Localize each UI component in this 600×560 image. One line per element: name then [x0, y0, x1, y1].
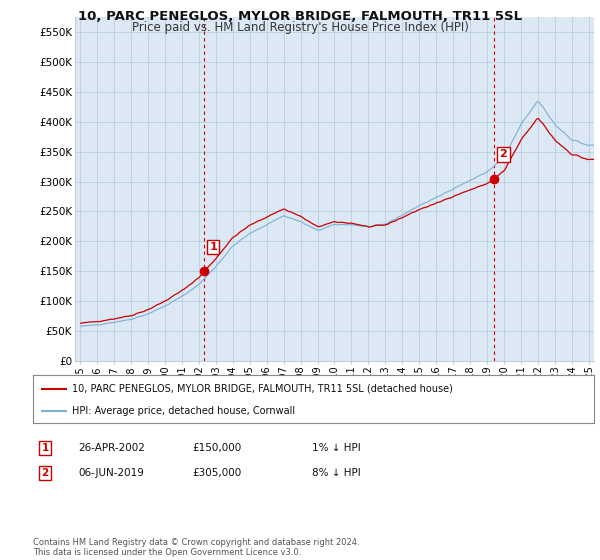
Text: 10, PARC PENEGLOS, MYLOR BRIDGE, FALMOUTH, TR11 5SL (detached house): 10, PARC PENEGLOS, MYLOR BRIDGE, FALMOUT… [72, 384, 453, 394]
Text: 1% ↓ HPI: 1% ↓ HPI [312, 443, 361, 453]
Text: 26-APR-2002: 26-APR-2002 [78, 443, 145, 453]
Text: 10, PARC PENEGLOS, MYLOR BRIDGE, FALMOUTH, TR11 5SL: 10, PARC PENEGLOS, MYLOR BRIDGE, FALMOUT… [78, 10, 522, 23]
Text: HPI: Average price, detached house, Cornwall: HPI: Average price, detached house, Corn… [72, 406, 295, 416]
Text: 1: 1 [209, 242, 217, 252]
Text: Contains HM Land Registry data © Crown copyright and database right 2024.
This d: Contains HM Land Registry data © Crown c… [33, 538, 359, 557]
Text: 2: 2 [500, 150, 507, 160]
Text: 2: 2 [41, 468, 49, 478]
Text: 8% ↓ HPI: 8% ↓ HPI [312, 468, 361, 478]
Text: £150,000: £150,000 [192, 443, 241, 453]
Text: 1: 1 [41, 443, 49, 453]
Text: Price paid vs. HM Land Registry's House Price Index (HPI): Price paid vs. HM Land Registry's House … [131, 21, 469, 34]
Text: 06-JUN-2019: 06-JUN-2019 [78, 468, 144, 478]
Text: £305,000: £305,000 [192, 468, 241, 478]
